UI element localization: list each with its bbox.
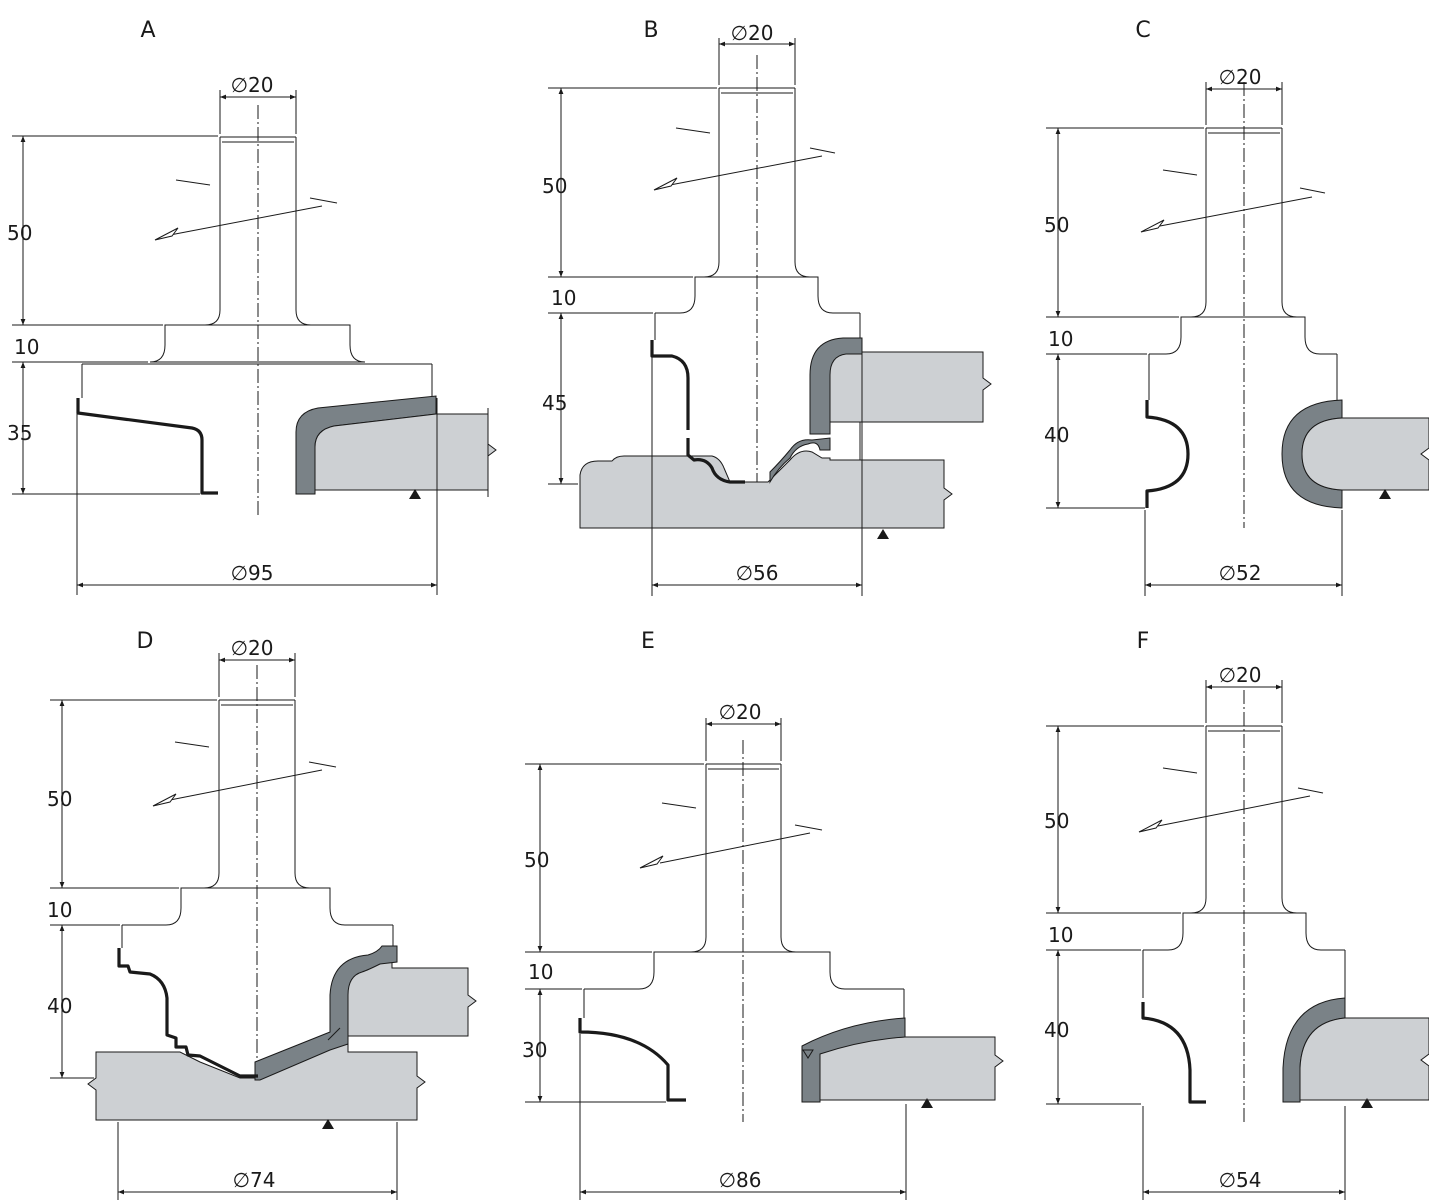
cutter-diameter: ∅52	[1219, 561, 1262, 585]
cutting-height: 45	[542, 391, 567, 415]
collar-height: 10	[14, 335, 39, 359]
panel-label: C	[1135, 18, 1150, 43]
workpiece-top	[829, 351, 992, 423]
cutting-height: 40	[47, 994, 72, 1018]
panel-f: F ∅20	[1044, 629, 1429, 1200]
panel-label: B	[643, 18, 658, 43]
cutting-profile	[76, 398, 218, 495]
panel-label: D	[137, 629, 154, 654]
collar-height: 10	[1048, 327, 1073, 351]
cutting-profile	[650, 340, 745, 484]
cutter-diameter: ∅86	[719, 1168, 762, 1192]
dimensions: ∅20 50 10 45 ∅56	[542, 21, 862, 588]
rotation-arrow	[152, 741, 337, 807]
dimensions: ∅20 50 10 30 ∅86	[522, 700, 907, 1200]
reference-triangle	[409, 489, 421, 499]
dimensions: ∅20 50 10 40 ∅52	[1044, 65, 1343, 596]
reference-triangle	[921, 1098, 933, 1108]
panel-label: E	[641, 629, 655, 654]
shank-length: 50	[542, 174, 567, 198]
cutting-profile	[1145, 400, 1190, 508]
reference-triangle	[1361, 1098, 1373, 1108]
reference-triangle	[877, 529, 889, 539]
collar-height: 10	[551, 286, 576, 310]
panel-b: B	[542, 18, 992, 596]
cutting-height: 40	[1044, 423, 1069, 447]
cutting-height: 35	[7, 421, 32, 445]
shank-diameter: ∅20	[1219, 663, 1262, 687]
reference-triangle	[322, 1119, 334, 1129]
shank	[1148, 127, 1338, 400]
dimensions: ∅20 50 10 40 ∅54	[1044, 663, 1346, 1200]
collar-height: 10	[528, 960, 553, 984]
blade	[801, 1017, 906, 1103]
shank-diameter: ∅20	[231, 636, 274, 660]
shank-length: 50	[7, 221, 32, 245]
shank-length: 50	[1044, 809, 1069, 833]
panel-label: F	[1137, 629, 1150, 654]
shank-diameter: ∅20	[731, 21, 774, 45]
cutter-diameter: ∅54	[1219, 1168, 1262, 1192]
rotation-arrow	[154, 179, 338, 241]
cutting-profile	[578, 1018, 686, 1102]
shank-length: 50	[524, 848, 549, 872]
shank	[583, 763, 905, 1018]
panel-d: D ∅20	[47, 629, 477, 1200]
panel-e: E ∅20	[522, 629, 1004, 1200]
workpiece-bottom	[579, 450, 953, 529]
blade	[254, 945, 398, 1081]
shank	[121, 699, 394, 948]
rotation-arrow	[1138, 767, 1324, 833]
cutter-diameter: ∅74	[233, 1168, 276, 1192]
dimensions: ∅20 50 10 40 ∅74	[47, 636, 398, 1200]
shank-diameter: ∅20	[231, 73, 274, 97]
shank-length: 50	[47, 787, 72, 811]
panel-a: A	[7, 18, 497, 595]
shank	[1142, 725, 1346, 998]
panel-label: A	[140, 18, 155, 43]
collar-height: 10	[1048, 923, 1073, 947]
panel-c: C ∅20	[1044, 18, 1429, 596]
rotation-arrow	[653, 127, 836, 191]
shank-diameter: ∅20	[719, 700, 762, 724]
cutting-profile	[1141, 1002, 1206, 1104]
shank-length: 50	[1044, 213, 1069, 237]
workpiece	[1299, 1017, 1429, 1101]
dimensions: ∅20 50 10 35 ∅95	[7, 73, 438, 595]
workpiece-bottom	[87, 1043, 426, 1121]
rotation-arrow	[1140, 169, 1326, 233]
cutter-diameter: ∅56	[736, 561, 779, 585]
shank	[81, 136, 433, 398]
collar-height: 10	[47, 898, 72, 922]
cutter-diameter: ∅95	[231, 561, 274, 585]
cutting-height: 40	[1044, 1018, 1069, 1042]
rotation-arrow	[639, 802, 823, 869]
cutting-height: 30	[522, 1038, 547, 1062]
shank	[654, 87, 861, 340]
blade	[769, 437, 831, 484]
workpiece-top	[347, 961, 477, 1037]
workpiece	[314, 413, 497, 494]
reference-triangle	[1379, 489, 1391, 499]
shank-diameter: ∅20	[1219, 65, 1262, 89]
workpiece	[1301, 417, 1429, 491]
cutting-profile	[117, 948, 258, 1078]
